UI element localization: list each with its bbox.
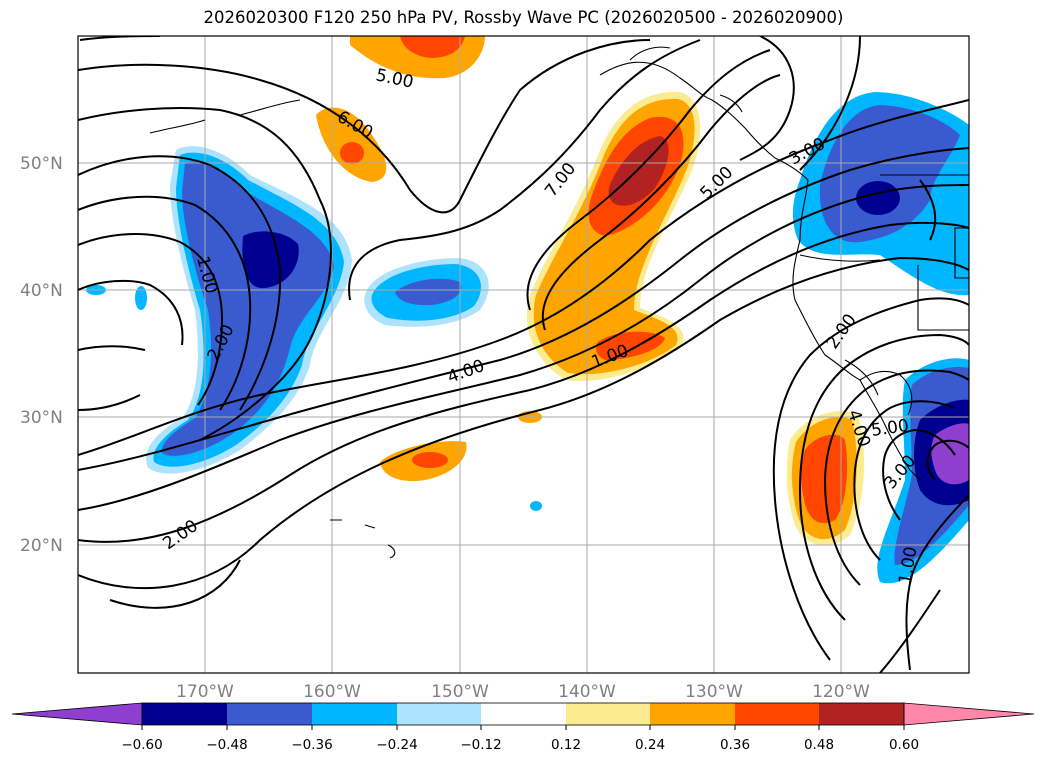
contour-label: 7.00 bbox=[541, 159, 580, 201]
colorbar-tick-label: −0.12 bbox=[460, 737, 501, 753]
colorbar-tick-label: 0.12 bbox=[551, 737, 581, 753]
map-frame bbox=[77, 35, 970, 674]
pos-anomaly-south bbox=[412, 452, 448, 468]
lat-label: 20°N bbox=[20, 536, 63, 556]
lon-label: 150°W bbox=[431, 682, 489, 702]
colorbar-tick-label: 0.48 bbox=[804, 737, 834, 753]
colorbar-tick-label: 0.36 bbox=[720, 737, 750, 753]
latitude-labels: 50°N 40°N 30°N 20°N bbox=[20, 154, 63, 556]
neg-anomaly-northeast bbox=[819, 105, 960, 243]
neg-anomaly-small bbox=[135, 286, 147, 310]
colorbar-frame bbox=[141, 702, 905, 726]
lon-label: 170°W bbox=[176, 682, 234, 702]
lon-label: 160°W bbox=[303, 682, 361, 702]
neg-anomaly-central bbox=[395, 278, 462, 306]
colorbar-ticks bbox=[141, 725, 905, 730]
lat-label: 30°N bbox=[20, 408, 63, 428]
anomaly-shading bbox=[86, 36, 969, 584]
colorbar-cell bbox=[397, 703, 481, 725]
lon-label: 130°W bbox=[685, 682, 743, 702]
colorbar-cell bbox=[903, 702, 1035, 726]
colorbar-cell bbox=[227, 703, 312, 725]
colorbar-cell bbox=[142, 703, 227, 725]
pos-anomaly-ridge bbox=[596, 331, 665, 360]
colorbar-cell bbox=[312, 703, 397, 725]
colorbar-tick-label: −0.36 bbox=[291, 737, 332, 753]
lat-label: 50°N bbox=[20, 154, 63, 174]
neg-anomaly-small bbox=[530, 501, 542, 511]
neg-anomaly-northeast bbox=[856, 181, 900, 215]
pos-anomaly-top bbox=[400, 36, 465, 58]
pos-anomaly-north bbox=[340, 142, 364, 164]
contour-label: 5.00 bbox=[696, 163, 737, 204]
colorbar-tick-label: 0.24 bbox=[635, 737, 665, 753]
colorbar-tick-label: −0.24 bbox=[376, 737, 417, 753]
map-title: 2026020300 F120 250 hPa PV, Rossby Wave … bbox=[203, 8, 844, 27]
longitude-labels: 170°W 160°W 150°W 140°W 130°W 120°W bbox=[176, 682, 870, 702]
colorbar-cell bbox=[819, 703, 904, 725]
colorbar-cell bbox=[735, 703, 819, 725]
pv-contours bbox=[78, 36, 969, 673]
colorbar-cell bbox=[11, 702, 143, 726]
colorbar-tick-label: 0.60 bbox=[889, 737, 919, 753]
colorbar-cell bbox=[650, 703, 735, 725]
gridlines bbox=[78, 36, 969, 673]
colorbar-tick-label: −0.48 bbox=[206, 737, 247, 753]
lon-label: 140°W bbox=[558, 682, 616, 702]
colorbar: −0.60 −0.48 −0.36 −0.24 −0.12 0.12 0.24 … bbox=[11, 702, 1035, 753]
neg-anomaly-west-pacific bbox=[242, 231, 299, 289]
contour-label: 2.00 bbox=[823, 310, 861, 352]
colorbar-cell bbox=[566, 703, 650, 725]
colorbar-tick-label: −0.60 bbox=[121, 737, 162, 753]
colorbar-cell bbox=[481, 703, 566, 725]
lon-label: 120°W bbox=[812, 682, 870, 702]
lat-label: 40°N bbox=[20, 281, 63, 301]
contour-label: 4.00 bbox=[445, 356, 487, 388]
contour-label: 2.00 bbox=[159, 516, 201, 554]
